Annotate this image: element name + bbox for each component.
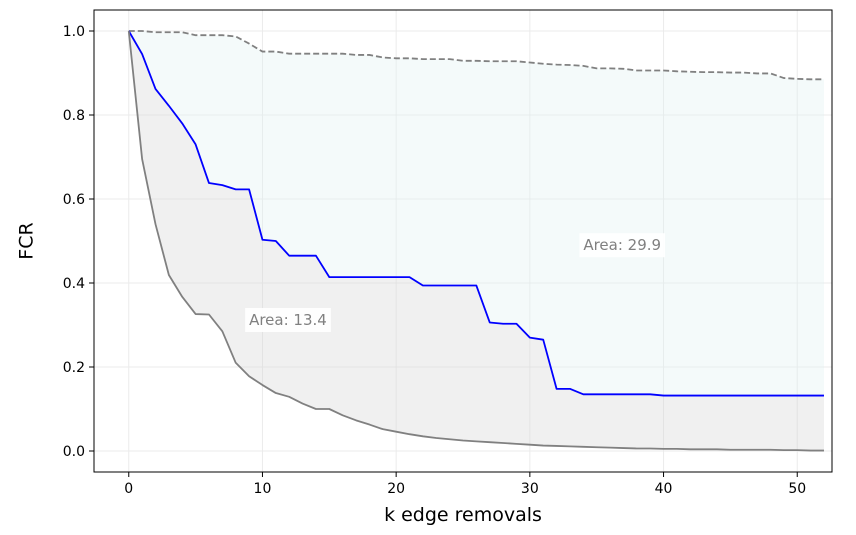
area-annotation: Area: 13.4 [245, 308, 331, 332]
series-line-2 [127, 30, 824, 397]
area-annotations: Area: 29.9 Area: 13.4 [245, 233, 666, 332]
x-axis-ticks: 0 10 20 30 40 50 [124, 472, 806, 497]
plot-frame [93, 9, 833, 473]
series-line-3 [127, 30, 824, 452]
y-tick-label: 0.0 [63, 444, 85, 460]
annotation-box [245, 308, 331, 332]
y-tick-label: 0.6 [63, 192, 85, 208]
x-tick-label: 30 [521, 481, 539, 497]
x-tick-label: 40 [655, 481, 673, 497]
series-line-1 [128, 30, 824, 81]
area-annotation: Area: 29.9 [579, 233, 666, 258]
x-axis-label: k edge removals [384, 504, 542, 526]
annotation-text: Area: 13.4 [249, 311, 327, 329]
y-axis-ticks: 0.0 0.2 0.4 0.6 0.8 1.0 [63, 24, 94, 460]
fill-region-1 [128, 31, 824, 396]
fill-region-2 [128, 31, 824, 451]
y-tick-label: 1.0 [63, 24, 85, 40]
y-axis-label: FCR [16, 222, 38, 259]
area-fills [128, 31, 824, 451]
series-lines [127, 30, 824, 452]
annotation-box [579, 233, 666, 258]
grid [94, 10, 832, 472]
y-tick-label: 0.4 [63, 276, 85, 292]
x-tick-label: 10 [254, 481, 272, 497]
y-tick-label: 0.8 [63, 108, 85, 124]
x-tick-label: 20 [387, 481, 405, 497]
x-tick-label: 50 [788, 481, 806, 497]
x-tick-label: 0 [124, 481, 133, 497]
y-tick-label: 0.2 [63, 360, 85, 376]
annotation-text: Area: 29.9 [583, 236, 661, 254]
